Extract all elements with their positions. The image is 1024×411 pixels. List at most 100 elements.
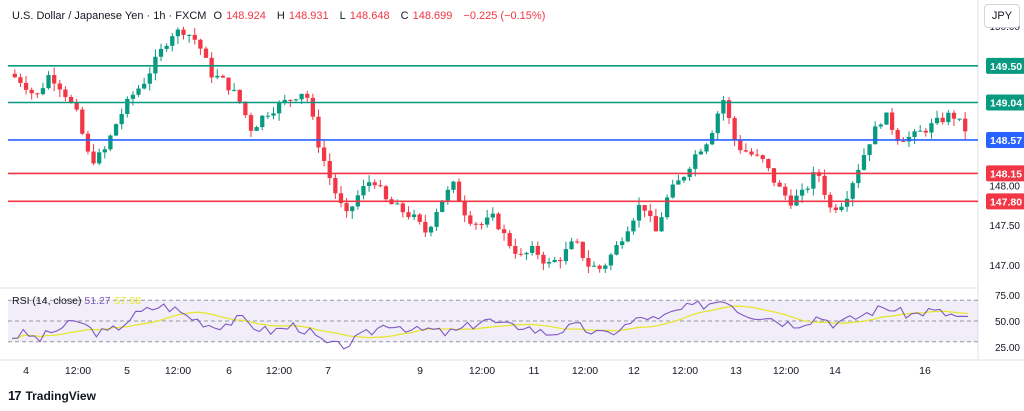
tradingview-logo-icon: 17 bbox=[8, 388, 22, 403]
level-tag-label: 148.15 bbox=[990, 168, 1022, 180]
candle-body bbox=[164, 45, 169, 49]
candle-body bbox=[614, 245, 619, 255]
price-tick-label: 147.00 bbox=[989, 261, 1020, 272]
candle-body bbox=[254, 127, 259, 131]
rsi-value: 51.27 bbox=[84, 295, 110, 307]
candle-body bbox=[282, 99, 287, 104]
level-tag bbox=[986, 94, 1024, 111]
candle-body bbox=[456, 181, 462, 202]
candle-body bbox=[636, 205, 642, 221]
candle-body bbox=[344, 203, 349, 212]
candle-body bbox=[833, 207, 838, 211]
candle-body bbox=[704, 144, 709, 152]
candle-body bbox=[923, 130, 928, 133]
rsi-line bbox=[11, 300, 969, 350]
candle-body bbox=[243, 101, 248, 116]
time-tick-label: 4 bbox=[23, 365, 29, 377]
price-tick-label: 147.50 bbox=[989, 221, 1020, 232]
candle-body bbox=[524, 252, 529, 255]
candle-body bbox=[912, 131, 917, 137]
candle-body bbox=[940, 117, 945, 123]
support-resistance-lines[interactable] bbox=[8, 65, 978, 203]
candle-body bbox=[198, 39, 203, 49]
candle-body bbox=[631, 220, 636, 232]
candle-body bbox=[552, 259, 557, 262]
candle-body bbox=[366, 182, 372, 186]
candle-body bbox=[12, 73, 17, 78]
candle-body bbox=[721, 100, 726, 114]
level-tag bbox=[986, 131, 1024, 148]
candle-body bbox=[305, 93, 310, 98]
candle-body bbox=[732, 118, 737, 140]
candle-body bbox=[884, 112, 889, 125]
candle-body bbox=[288, 99, 293, 101]
time-tick-label: 12:00 bbox=[572, 365, 598, 377]
time-tick-label: 12:00 bbox=[165, 365, 191, 377]
high-value: H 148.931 bbox=[276, 10, 329, 22]
time-tick-label: 14 bbox=[829, 365, 841, 377]
candle-body bbox=[642, 205, 647, 211]
time-axis[interactable]: 4 12:00 5 12:00 6 12:00 7 9 12:00 11 12:00 12 12:00 1… bbox=[23, 365, 931, 377]
time-tick-label: 12:00 bbox=[469, 365, 495, 377]
candle-body bbox=[653, 216, 659, 232]
candle-body bbox=[569, 241, 574, 250]
candle-body bbox=[260, 115, 265, 128]
rsi-pane: RSI (14, close) 51.27 57.68 bbox=[8, 295, 978, 350]
candle-body bbox=[372, 182, 377, 186]
candle-body bbox=[271, 113, 276, 116]
candle-body bbox=[580, 241, 585, 258]
candle-body bbox=[597, 265, 602, 269]
candle-body bbox=[378, 185, 383, 187]
candle-body bbox=[226, 77, 231, 91]
candle-body bbox=[276, 103, 282, 114]
candle-body bbox=[248, 115, 254, 131]
candle-body bbox=[299, 93, 304, 100]
symbol-legend: U.S. Dollar / Japanese Yen · 1h · FXCM O… bbox=[12, 10, 549, 22]
rsi-ma-value: 57.68 bbox=[115, 295, 141, 307]
candle-body bbox=[383, 186, 389, 200]
candle-body bbox=[74, 102, 79, 110]
candle-body bbox=[963, 118, 968, 132]
candle-body bbox=[867, 144, 872, 156]
candle-body bbox=[530, 245, 535, 253]
candle-body bbox=[293, 99, 299, 101]
candle-body bbox=[97, 152, 102, 164]
price-axis[interactable]: 150.00148.00147.50147.00149.50149.04148.… bbox=[986, 22, 1024, 354]
candle-body bbox=[799, 189, 805, 196]
time-tick-label: 16 bbox=[919, 365, 931, 377]
candle-body bbox=[316, 116, 321, 148]
candle-body bbox=[350, 206, 355, 212]
time-tick-label: 12:00 bbox=[266, 365, 292, 377]
candle-body bbox=[766, 159, 771, 169]
candle-body bbox=[181, 29, 186, 35]
candle-body bbox=[518, 253, 524, 255]
candle-body bbox=[130, 94, 136, 99]
currency-button[interactable]: JPY bbox=[984, 4, 1020, 28]
symbol-title[interactable]: U.S. Dollar / Japanese Yen · 1h · FXCM bbox=[12, 10, 207, 22]
close-value: C 148.699 bbox=[400, 10, 453, 22]
candle-body bbox=[18, 77, 23, 83]
candle-body bbox=[591, 265, 597, 267]
candle-body bbox=[102, 149, 107, 153]
candle-body bbox=[445, 189, 450, 201]
candle-body bbox=[811, 172, 816, 189]
time-tick-label: 11 bbox=[529, 365, 540, 377]
candle-body bbox=[35, 93, 40, 95]
candle-body bbox=[951, 112, 957, 119]
time-tick-label: 7 bbox=[325, 365, 331, 377]
candle-body bbox=[462, 201, 467, 216]
candle-body bbox=[726, 100, 732, 119]
candle-body bbox=[68, 96, 74, 103]
candle-body bbox=[760, 155, 765, 160]
level-tag-label: 149.50 bbox=[990, 61, 1022, 73]
candle-body bbox=[417, 214, 422, 222]
tradingview-logo[interactable]: 17 TradingView bbox=[8, 388, 96, 403]
candle-body bbox=[895, 129, 900, 141]
candle-body bbox=[411, 214, 417, 218]
candle-body bbox=[125, 98, 130, 115]
time-tick-label: 12:00 bbox=[773, 365, 799, 377]
candle-body bbox=[142, 83, 147, 89]
candle-body bbox=[85, 133, 91, 152]
candle-body bbox=[901, 140, 906, 142]
